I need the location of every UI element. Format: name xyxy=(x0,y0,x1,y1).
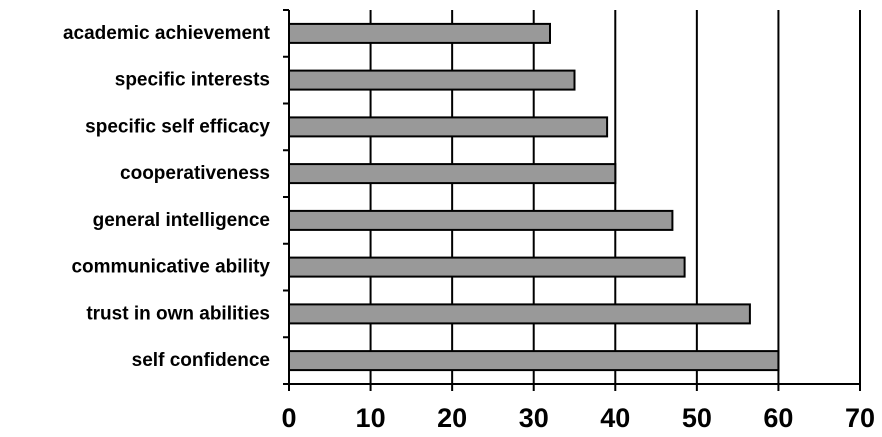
category-label: trust in own abilities xyxy=(86,303,270,324)
bar-specific-interests xyxy=(288,69,576,91)
x-tick-label: 40 xyxy=(600,403,630,433)
category-labels: academic achievement specific interests sp… xyxy=(63,23,271,371)
category-label: academic achievement xyxy=(63,23,271,44)
axes xyxy=(283,9,861,391)
bar-general-intelligence xyxy=(288,209,674,231)
x-tick-label: 60 xyxy=(763,403,793,433)
category-label: cooperativeness xyxy=(120,163,270,184)
bar-specific-self-efficacy xyxy=(288,116,609,138)
bars xyxy=(288,22,780,372)
bar-trust-in-own-abilities xyxy=(288,303,751,325)
bar-self-confidence xyxy=(288,350,780,372)
x-tick-label: 70 xyxy=(845,403,875,433)
category-label: communicative ability xyxy=(71,257,270,278)
gridlines xyxy=(369,10,861,384)
x-tick-labels: 0 10 20 30 40 50 60 70 xyxy=(281,403,875,433)
x-tick-label: 0 xyxy=(281,403,296,433)
bar-academic-achievement xyxy=(288,22,551,44)
x-tick-label: 30 xyxy=(519,403,549,433)
bar-communicative-ability xyxy=(288,256,686,278)
x-tick-label: 10 xyxy=(356,403,386,433)
x-tick-label: 20 xyxy=(437,403,467,433)
category-label: specific interests xyxy=(115,70,270,91)
category-label: general intelligence xyxy=(93,210,270,231)
category-label: self confidence xyxy=(132,350,270,371)
category-label: specific self efficacy xyxy=(85,116,270,137)
x-tick-label: 50 xyxy=(682,403,712,433)
bar-cooperativeness xyxy=(288,163,617,185)
